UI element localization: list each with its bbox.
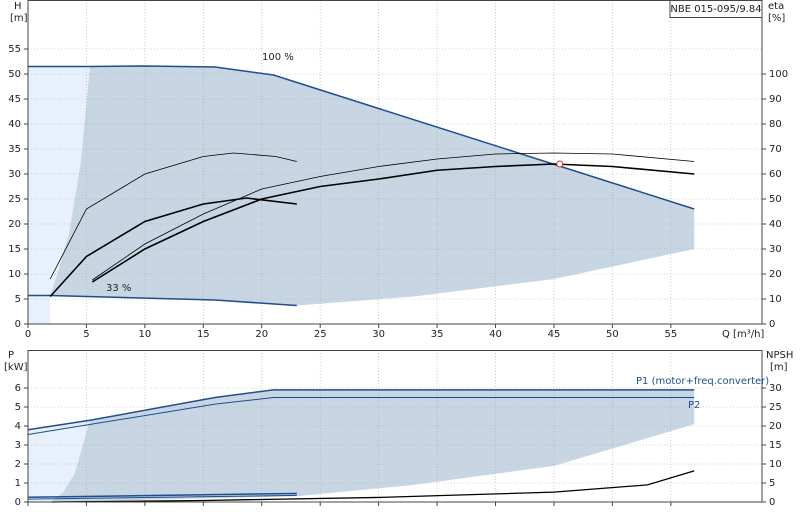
annotation: 33 % bbox=[106, 283, 131, 294]
curve bbox=[28, 65, 695, 210]
y-tick-label: 45 bbox=[8, 94, 21, 105]
y-tick-label: 15 bbox=[8, 244, 21, 255]
y-axis-unit: [kW] bbox=[4, 362, 28, 373]
x-tick-label: 5 bbox=[83, 329, 89, 340]
x-tick-label: 15 bbox=[197, 329, 210, 340]
x-tick-label: 45 bbox=[548, 329, 561, 340]
y-tick-label: 50 bbox=[8, 69, 21, 80]
y-tick-label: 30 bbox=[8, 169, 21, 180]
plot-frame bbox=[27, 0, 763, 325]
x-tick-label: 30 bbox=[372, 329, 385, 340]
y-tick-label: 1 bbox=[15, 478, 21, 489]
chart-title: NBE 015-095/9.84 bbox=[670, 4, 761, 15]
operating-area bbox=[28, 420, 90, 502]
y-tick-label: 40 bbox=[8, 119, 21, 130]
operating-area bbox=[50, 389, 695, 502]
curve bbox=[27, 492, 297, 498]
y2-tick-label: 0 bbox=[769, 319, 775, 330]
x-tick-label: 50 bbox=[606, 329, 619, 340]
x-tick-label: 55 bbox=[664, 329, 677, 340]
x-tick-label: 0 bbox=[25, 329, 31, 340]
y2-tick-label: 30 bbox=[769, 244, 782, 255]
y-tick-label: 0 bbox=[15, 497, 21, 508]
y2-tick-label: 80 bbox=[769, 119, 782, 130]
curve bbox=[51, 470, 695, 503]
series-label: P2 bbox=[688, 400, 700, 411]
y-tick-label: 20 bbox=[8, 219, 21, 230]
y2-tick-label: 30 bbox=[769, 383, 782, 394]
y-tick-label: 0 bbox=[15, 319, 21, 330]
y2-tick-label: 60 bbox=[769, 169, 782, 180]
y2-tick-label: 20 bbox=[769, 421, 782, 432]
operating-area bbox=[28, 66, 90, 324]
duty-point bbox=[556, 160, 564, 168]
x-axis-label: Q [m³/h] bbox=[722, 329, 764, 340]
y-tick-label: 5 bbox=[15, 294, 21, 305]
x-tick-label: 10 bbox=[139, 329, 152, 340]
curve bbox=[27, 389, 695, 431]
curve bbox=[91, 163, 695, 283]
y2-axis-unit: [%] bbox=[768, 13, 785, 24]
curve bbox=[49, 197, 297, 298]
y-tick-label: 55 bbox=[8, 44, 21, 55]
y2-tick-label: 10 bbox=[769, 294, 782, 305]
y2-tick-label: 70 bbox=[769, 144, 782, 155]
y-tick-label: 5 bbox=[15, 402, 21, 413]
title-box bbox=[669, 0, 763, 18]
y-tick-label: 6 bbox=[15, 383, 21, 394]
curve bbox=[28, 294, 297, 307]
x-tick-label: 20 bbox=[255, 329, 268, 340]
x-tick-label: 25 bbox=[314, 329, 327, 340]
y2-tick-label: 90 bbox=[769, 94, 782, 105]
plot-frame bbox=[27, 350, 763, 503]
operating-area bbox=[50, 66, 695, 306]
y-axis-label: P bbox=[8, 350, 14, 361]
curve bbox=[27, 494, 297, 500]
y-tick-label: 2 bbox=[15, 459, 21, 470]
y-tick-label: 25 bbox=[8, 194, 21, 205]
y2-tick-label: 10 bbox=[769, 459, 782, 470]
y-tick-label: 35 bbox=[8, 144, 21, 155]
curve bbox=[27, 397, 695, 436]
curve bbox=[92, 152, 695, 281]
series-label: P1 (motor+freq.converter) bbox=[636, 376, 769, 387]
y2-axis-label: NPSH bbox=[766, 350, 793, 361]
y-tick-label: 10 bbox=[8, 269, 21, 280]
y2-axis-unit: [m] bbox=[770, 362, 788, 373]
y-axis-unit: [m] bbox=[10, 13, 28, 24]
y-tick-label: 3 bbox=[15, 440, 21, 451]
y2-tick-label: 15 bbox=[769, 440, 782, 451]
y2-tick-label: 25 bbox=[769, 402, 782, 413]
y2-tick-label: 100 bbox=[769, 69, 788, 80]
y-axis-label: H bbox=[14, 1, 22, 12]
curve bbox=[49, 152, 297, 280]
annotation: 100 % bbox=[262, 52, 294, 63]
y2-tick-label: 40 bbox=[769, 219, 782, 230]
y2-axis-label: eta bbox=[768, 1, 784, 12]
x-tick-label: 35 bbox=[431, 329, 444, 340]
y2-tick-label: 20 bbox=[769, 269, 782, 280]
y2-tick-label: 0 bbox=[769, 497, 775, 508]
y-tick-label: 4 bbox=[15, 421, 21, 432]
x-tick-label: 40 bbox=[489, 329, 502, 340]
y2-tick-label: 5 bbox=[769, 478, 775, 489]
y2-tick-label: 50 bbox=[769, 194, 782, 205]
